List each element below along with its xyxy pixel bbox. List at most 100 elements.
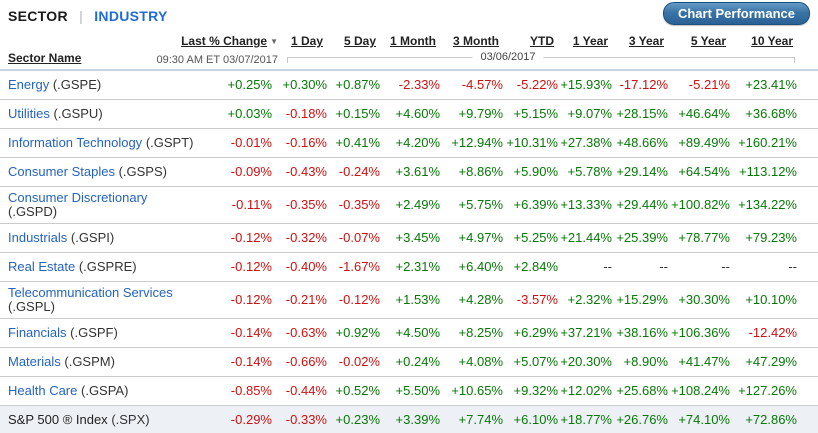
sector-ticker: (.GSPL) xyxy=(8,298,55,314)
sector-ticker: (.GSPU) xyxy=(53,105,103,121)
pct-last-change: -0.01% xyxy=(230,135,272,150)
sort-descending-icon: ▼ xyxy=(270,37,278,46)
pct-1-month: +3.39% xyxy=(395,412,440,427)
column-header-3-year[interactable]: 3 Year xyxy=(628,34,664,48)
pct-3-month: +5.75% xyxy=(458,197,503,212)
sector-link[interactable]: Telecommunication Services xyxy=(8,284,173,300)
pct-last-change: -0.12% xyxy=(230,230,272,245)
sector-link[interactable]: Industrials xyxy=(8,229,68,245)
pct-3-month: -4.57% xyxy=(461,77,503,93)
table-row: Materials (.GSPM) -0.14% -0.66% -0.02% +0.24… xyxy=(0,347,818,376)
pct-1-month: +4.50% xyxy=(395,325,440,340)
pct-5-year: -5.21% xyxy=(688,77,730,93)
pct-3-month: +7.74% xyxy=(458,412,503,427)
pct-5-day: +0.92% xyxy=(335,325,380,340)
table-row: Consumer Discretionary (.GSPD) -0.11% -0.3… xyxy=(0,186,818,223)
column-header-10-year[interactable]: 10 Year xyxy=(751,34,793,48)
pct-ytd: +5.25% xyxy=(513,230,558,245)
pct-1-day: -0.33% xyxy=(285,412,327,427)
pct-1-month: +5.50% xyxy=(395,383,440,398)
column-header-1-day[interactable]: 1 Day xyxy=(290,34,323,48)
pct-1-year: -- xyxy=(603,259,612,274)
sector-link[interactable]: Consumer Discretionary xyxy=(8,189,148,205)
pct-1-month: +0.24% xyxy=(395,354,440,369)
sector-link[interactable]: Utilities xyxy=(8,105,50,121)
column-header-1-year[interactable]: 1 Year xyxy=(572,34,608,48)
pct-ytd: +5.07% xyxy=(513,354,558,369)
sector-name-cell: Materials (.GSPM) xyxy=(0,347,210,376)
pct-1-day: -0.43% xyxy=(285,164,327,179)
pct-ytd: +2.84% xyxy=(513,259,558,274)
pct-3-month: +12.94% xyxy=(451,135,503,150)
pct-3-month: +8.86% xyxy=(458,164,503,179)
pct-3-year: +48.66% xyxy=(616,135,668,150)
pct-3-year: +15.29% xyxy=(616,292,668,307)
pct-1-year: +12.02% xyxy=(560,383,612,398)
pct-1-year: +9.07% xyxy=(567,106,612,121)
pct-5-year: +100.82% xyxy=(671,197,730,212)
column-header-sector-name[interactable]: Sector Name xyxy=(0,48,210,71)
sector-link[interactable]: Information Technology xyxy=(8,134,143,150)
sector-ticker: (.GSPS) xyxy=(118,163,167,179)
header-spacer xyxy=(0,30,210,48)
pct-10-year: +47.29% xyxy=(745,354,797,369)
pct-3-month: +4.97% xyxy=(458,230,503,245)
sector-link[interactable]: Energy xyxy=(8,76,50,92)
sector-link[interactable]: Financials xyxy=(8,324,67,340)
column-header-3-month[interactable]: 3 Month xyxy=(453,34,499,48)
pct-1-month: +3.45% xyxy=(395,230,440,245)
pct-5-year: +41.47% xyxy=(678,354,730,369)
pct-1-day: -0.16% xyxy=(285,135,327,150)
chart-performance-button[interactable]: Chart Performance xyxy=(662,2,810,25)
sector-name-cell: Health Care (.GSPA) xyxy=(0,376,210,405)
column-header-ytd[interactable]: YTD xyxy=(530,34,554,48)
table-row: Information Technology (.GSPT) -0.01% -0.1… xyxy=(0,128,818,157)
sector-link[interactable]: Health Care xyxy=(8,382,78,398)
pct-ytd: +6.29% xyxy=(513,325,558,340)
pct-last-change: -0.09% xyxy=(230,164,272,179)
tab-separator: | xyxy=(79,8,84,24)
sector-name-cell: Consumer Discretionary (.GSPD) xyxy=(0,186,210,223)
sector-name-cell: Utilities (.GSPU) xyxy=(0,99,210,128)
pct-3-year: +38.16% xyxy=(616,325,668,340)
column-header-5-year[interactable]: 5 Year xyxy=(690,34,726,48)
pct-1-day: -0.63% xyxy=(285,325,327,340)
pct-last-change: -0.29% xyxy=(230,412,272,427)
column-header-5-day[interactable]: 5 Day xyxy=(343,34,376,48)
pct-3-year: +25.39% xyxy=(616,230,668,245)
pct-3-year: -- xyxy=(659,259,668,274)
pct-5-day: -0.02% xyxy=(338,354,380,369)
column-header-last-change[interactable]: Last % Change ▼ xyxy=(181,30,278,48)
pct-3-month: +8.25% xyxy=(458,325,503,340)
quote-timestamp-cell: 09:30 AM ET 03/07/2017 xyxy=(157,48,278,71)
pct-5-day: -0.35% xyxy=(338,197,380,212)
pct-3-month: +6.40% xyxy=(458,259,503,274)
tab-industry[interactable]: INDUSTRY xyxy=(94,8,168,24)
sector-ticker: (.GSPM) xyxy=(64,353,115,369)
sector-link[interactable]: Real Estate xyxy=(8,258,76,274)
pct-5-year: +89.49% xyxy=(678,135,730,150)
pct-5-day: -0.12% xyxy=(338,292,380,307)
table-row: Utilities (.GSPU) +0.03% -0.18% +0.15% +4.60… xyxy=(0,99,818,128)
sector-ticker: (.SPX) xyxy=(111,411,150,427)
pct-3-year: -17.12% xyxy=(619,77,668,93)
pct-3-month: +4.28% xyxy=(458,292,503,307)
pct-1-year: +13.33% xyxy=(560,197,612,212)
pct-5-year: +78.77% xyxy=(678,230,730,245)
tab-sector[interactable]: SECTOR xyxy=(8,8,68,24)
pct-last-change: -0.14% xyxy=(230,325,272,340)
pct-ytd: +5.15% xyxy=(513,106,558,121)
pct-1-day: -0.66% xyxy=(285,354,327,369)
sector-link[interactable]: Consumer Staples xyxy=(8,163,115,179)
column-header-last-change-label[interactable]: Last % Change xyxy=(181,34,268,48)
sector-link[interactable]: Materials xyxy=(8,353,61,369)
pct-5-day: +0.87% xyxy=(335,77,380,93)
table-row: Energy (.GSPE) +0.25% +0.30% +0.87% -2.33% -4… xyxy=(0,70,818,99)
sector-performance-table: Last % Change ▼ 1 Day 5 Day 1 Month 3 Month Y… xyxy=(0,30,818,433)
sector-name-cell: Telecommunication Services (.GSPL) xyxy=(0,281,210,318)
pct-ytd: +6.10% xyxy=(513,412,558,427)
column-header-1-month[interactable]: 1 Month xyxy=(390,34,436,48)
pct-ytd: +5.90% xyxy=(513,164,558,179)
sector-ticker: (.GSPT) xyxy=(145,134,194,150)
sector-ticker: (.GSPRE) xyxy=(78,258,137,274)
